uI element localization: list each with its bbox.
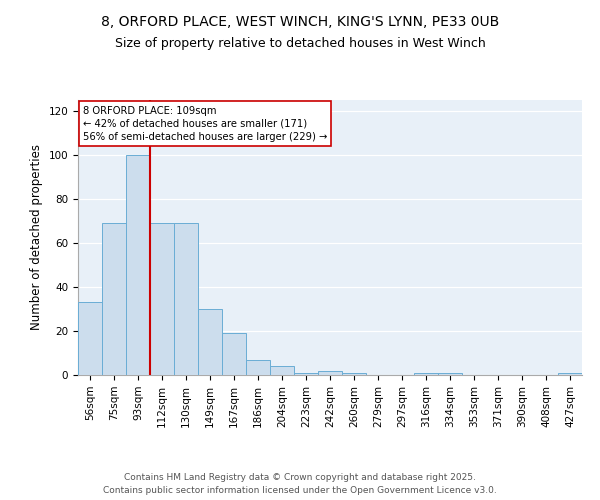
- Bar: [294, 373, 318, 375]
- Bar: [222, 333, 246, 375]
- Bar: [438, 373, 462, 375]
- Bar: [198, 309, 222, 375]
- Text: Contains HM Land Registry data © Crown copyright and database right 2025.
Contai: Contains HM Land Registry data © Crown c…: [103, 474, 497, 495]
- Bar: [126, 155, 150, 375]
- Bar: [78, 302, 102, 375]
- Text: 8, ORFORD PLACE, WEST WINCH, KING'S LYNN, PE33 0UB: 8, ORFORD PLACE, WEST WINCH, KING'S LYNN…: [101, 15, 499, 29]
- Bar: [558, 373, 582, 375]
- Bar: [174, 223, 198, 375]
- Bar: [318, 370, 342, 375]
- Text: 8 ORFORD PLACE: 109sqm
← 42% of detached houses are smaller (171)
56% of semi-de: 8 ORFORD PLACE: 109sqm ← 42% of detached…: [83, 106, 328, 142]
- Bar: [246, 360, 270, 375]
- Bar: [414, 373, 438, 375]
- Text: Size of property relative to detached houses in West Winch: Size of property relative to detached ho…: [115, 38, 485, 51]
- Y-axis label: Number of detached properties: Number of detached properties: [30, 144, 43, 330]
- Bar: [102, 223, 126, 375]
- Bar: [150, 223, 174, 375]
- Bar: [342, 373, 366, 375]
- Bar: [270, 366, 294, 375]
